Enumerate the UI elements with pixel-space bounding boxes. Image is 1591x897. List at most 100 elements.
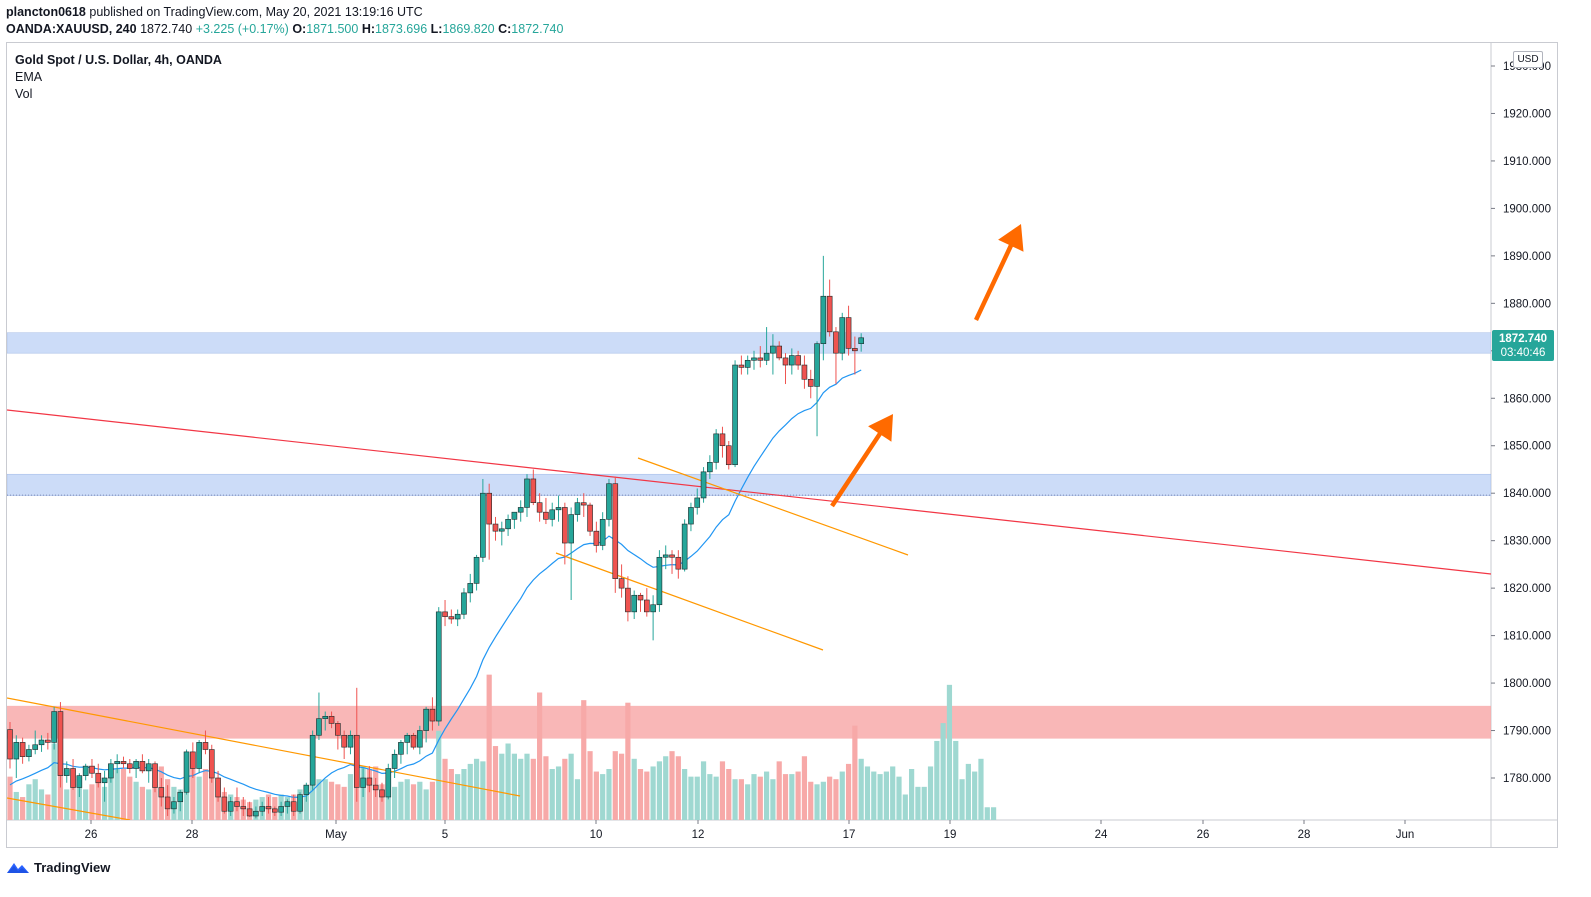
- volume-bar: [410, 784, 417, 820]
- breakout-arrow-lower: [830, 414, 893, 508]
- tradingview-logo-icon[interactable]: [6, 860, 30, 874]
- candle-down: [158, 787, 165, 798]
- legend-vol[interactable]: Vol: [15, 87, 33, 101]
- volume-bar: [335, 784, 341, 820]
- volume-bar: [448, 769, 454, 820]
- candle-down: [45, 739, 51, 743]
- candle-down: [486, 492, 492, 525]
- candle-up: [284, 801, 291, 807]
- volume-bar: [505, 743, 511, 820]
- candle-up: [662, 554, 669, 558]
- open-label: O:: [292, 22, 307, 36]
- candle-up: [744, 359, 751, 368]
- candle-up: [114, 761, 120, 765]
- candle-up: [32, 744, 39, 750]
- chart-frame[interactable]: [6, 42, 1558, 848]
- volume-bar: [801, 756, 808, 820]
- candle-down: [795, 355, 801, 366]
- candle-down: [221, 796, 228, 812]
- volume-bar: [600, 774, 606, 820]
- volume-bar: [909, 769, 915, 820]
- candle-up: [480, 492, 486, 558]
- author-name[interactable]: plancton0618: [6, 5, 86, 19]
- legend-ema[interactable]: EMA: [15, 70, 43, 84]
- volume-bar: [764, 771, 770, 820]
- candle-down: [7, 729, 13, 760]
- y-tick-label: 1860.000: [1503, 393, 1551, 405]
- candle-up: [417, 730, 423, 748]
- volume-bar: [675, 756, 681, 820]
- last-price-tag: 1872.740 03:40:46: [1492, 330, 1554, 361]
- footer-brand[interactable]: TradingView: [34, 859, 111, 875]
- candle-down: [612, 483, 619, 579]
- candle-down: [807, 378, 814, 387]
- volume-bar: [64, 789, 70, 820]
- volume-bar: [852, 725, 858, 820]
- candle-down: [801, 364, 808, 380]
- candle-up: [278, 806, 284, 813]
- volume-bar: [606, 769, 612, 820]
- candle-up: [385, 768, 392, 798]
- publish-info: published on TradingView.com, May 20, 20…: [89, 5, 423, 19]
- volume-bar: [864, 766, 871, 820]
- candle-up: [574, 502, 581, 515]
- y-tick-label: 1850.000: [1503, 441, 1551, 453]
- candle-down: [202, 742, 209, 750]
- candle-down: [190, 751, 196, 769]
- volume-bar: [915, 786, 921, 820]
- volume-bar: [890, 766, 896, 820]
- candle-up: [347, 734, 354, 748]
- close-value: 1872.740: [511, 22, 564, 36]
- volume-bar: [398, 781, 404, 820]
- candle-up: [13, 742, 20, 760]
- volume-bar: [581, 700, 587, 820]
- candle-up: [505, 519, 511, 530]
- close-label: C:: [498, 22, 512, 36]
- x-tick-label: May: [325, 829, 347, 841]
- y-tick-label: 1920.000: [1503, 108, 1551, 120]
- publish-line: plancton0618 published on TradingView.co…: [6, 5, 423, 19]
- volume-bar: [726, 769, 732, 820]
- volume-bar: [745, 784, 751, 820]
- low-value: 1869.820: [442, 22, 495, 36]
- volume-bar: [511, 753, 517, 820]
- candle-up: [26, 749, 32, 757]
- volume-bar: [310, 781, 316, 820]
- candle-down: [833, 331, 839, 354]
- candle-up: [391, 753, 398, 769]
- volume-bar: [404, 779, 410, 820]
- resistance-zone: [7, 332, 1491, 354]
- volume-bar: [417, 781, 423, 820]
- volume-bar: [921, 786, 927, 820]
- symbol-label: OANDA:XAUUSD, 240: [6, 22, 137, 36]
- footer: TradingView: [6, 857, 110, 877]
- volume-bar: [618, 753, 625, 820]
- y-tick-label: 1800.000: [1503, 678, 1551, 690]
- candle-down: [215, 777, 221, 798]
- volume-bar: [120, 769, 127, 820]
- volume-bar: [70, 779, 76, 820]
- volume-bar: [202, 769, 209, 820]
- volume-bar: [934, 740, 940, 820]
- candle-up: [681, 523, 688, 570]
- volume-bar: [209, 776, 215, 820]
- candle-up: [814, 343, 820, 387]
- volume-bar: [13, 791, 19, 820]
- channel-line-lower: [555, 552, 824, 651]
- volume-bar: [927, 766, 934, 820]
- x-tick-label: 10: [590, 829, 603, 841]
- volume-bar: [984, 807, 990, 820]
- volume-bar: [139, 786, 146, 820]
- volume-bar: [650, 766, 656, 820]
- candle-down: [852, 348, 858, 352]
- candle-down: [234, 801, 240, 807]
- volume-bar: [820, 781, 826, 820]
- candle-down: [120, 761, 127, 765]
- volume-bar: [782, 774, 789, 820]
- volume-bar: [530, 758, 536, 820]
- volume-bar: [719, 761, 726, 820]
- volume-bar: [518, 758, 524, 820]
- volume-bar: [738, 779, 744, 820]
- currency-badge[interactable]: USD: [1513, 51, 1543, 68]
